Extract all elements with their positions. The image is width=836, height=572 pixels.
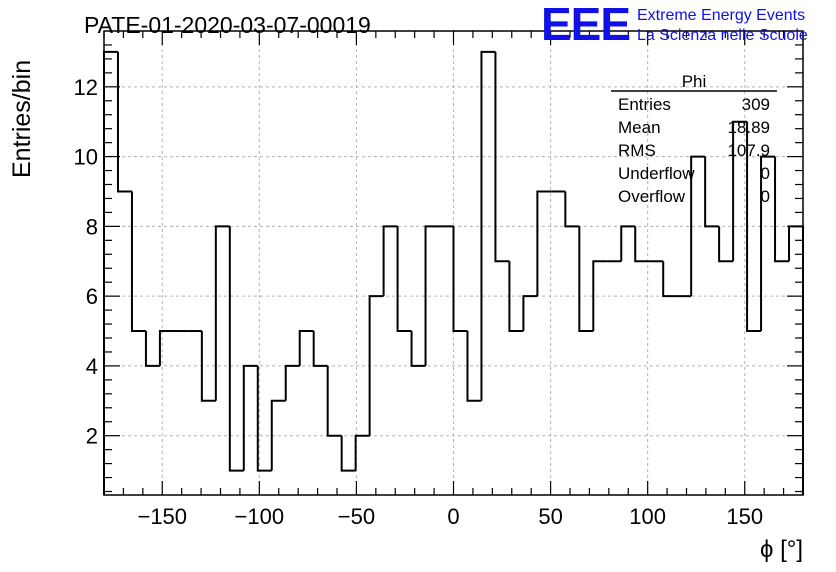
histogram-bin xyxy=(480,50,496,401)
histogram-series xyxy=(103,50,804,495)
histogram-bin xyxy=(536,190,552,297)
histogram-bin xyxy=(116,51,132,193)
y-tick-label: 10 xyxy=(74,145,98,170)
histogram-bin xyxy=(410,331,426,367)
logo-line1: Extreme Energy Events xyxy=(637,7,805,24)
histogram-bin xyxy=(452,226,468,333)
stats-value-overflow: 0 xyxy=(761,187,770,206)
histogram-bin xyxy=(760,155,776,332)
x-tick-label: 100 xyxy=(629,504,666,529)
axes: −150 −100 −50 0 50 100 150 2 4 6 8 10 12 xyxy=(74,31,804,529)
histogram-bin xyxy=(256,365,272,472)
histogram-bin xyxy=(690,155,706,297)
x-tick-label: −50 xyxy=(338,504,375,529)
histogram-bin xyxy=(340,435,356,472)
stats-label-overflow: Overflow xyxy=(618,187,686,206)
histogram-bin xyxy=(382,225,398,297)
stats-label-mean: Mean xyxy=(618,118,661,137)
histogram-bin xyxy=(522,295,538,332)
stats-value-entries: 309 xyxy=(742,95,770,114)
histogram-bin xyxy=(103,50,118,495)
x-tick-label: 50 xyxy=(538,504,562,529)
histogram-bin xyxy=(144,331,160,367)
x-axis-label: ϕ [°] xyxy=(760,536,803,563)
histogram-bin xyxy=(746,121,762,333)
histogram-bin xyxy=(228,226,244,472)
histogram-bin xyxy=(368,295,384,436)
y-axis-label: Entries/bin xyxy=(8,60,36,178)
histogram-bin xyxy=(326,365,342,437)
histogram-bin xyxy=(564,191,580,228)
histogram-bin xyxy=(578,226,594,333)
histogram-bin xyxy=(732,120,748,262)
logo-mark: EEE xyxy=(541,0,630,50)
histogram-bin xyxy=(718,226,734,263)
histogram-bin xyxy=(508,261,524,333)
logo-line2: La Scienza nelle Scuole xyxy=(637,27,808,44)
x-tick-label: 150 xyxy=(726,504,763,529)
y-tick-label: 6 xyxy=(86,284,98,309)
histogram-bin xyxy=(200,331,216,402)
histogram-bin xyxy=(242,364,258,471)
histogram-bin xyxy=(634,226,650,263)
histogram-bin xyxy=(592,260,608,332)
stats-title: Phi xyxy=(682,72,707,91)
histogram-bin xyxy=(774,156,790,263)
y-tick-label: 2 xyxy=(86,424,98,449)
eee-logo: EEE Extreme Energy Events La Scienza nel… xyxy=(541,0,808,50)
stats-label-entries: Entries xyxy=(618,95,671,114)
stats-value-rms: 107.9 xyxy=(727,141,770,160)
histogram-bin xyxy=(662,261,678,298)
chart-title: PATE-01-2020-03-07-00019 xyxy=(84,12,371,38)
x-tick-label: −100 xyxy=(235,504,285,529)
histogram-bin xyxy=(494,51,510,263)
histogram-bin xyxy=(704,156,720,228)
histogram-bin xyxy=(298,330,314,366)
x-tick-label: 0 xyxy=(447,504,459,529)
y-tick-label: 12 xyxy=(74,75,98,100)
histogram-bin xyxy=(284,364,300,401)
stats-value-mean: 18.89 xyxy=(727,118,770,137)
y-tick-label: 4 xyxy=(86,354,98,379)
histogram-bin xyxy=(466,331,482,402)
histogram-bin xyxy=(158,330,174,366)
histogram-bin xyxy=(312,331,328,367)
y-tick-label: 8 xyxy=(86,214,98,239)
stats-value-underflow: 0 xyxy=(761,164,770,183)
histogram-bin xyxy=(354,434,370,471)
histogram-bin xyxy=(620,225,636,262)
histogram-bin xyxy=(424,225,440,366)
histogram-bin xyxy=(130,191,146,333)
histogram-bin xyxy=(396,226,412,333)
stats-box: Phi Entries 309 Mean 18.89 RMS 107.9 Und… xyxy=(611,72,777,206)
histogram-bin xyxy=(270,399,286,471)
histogram-bin xyxy=(214,225,230,401)
x-tick-label: −150 xyxy=(137,504,187,529)
stats-label-underflow: Underflow xyxy=(618,164,695,183)
stats-label-rms: RMS xyxy=(618,141,656,160)
histogram-bin xyxy=(788,225,804,495)
